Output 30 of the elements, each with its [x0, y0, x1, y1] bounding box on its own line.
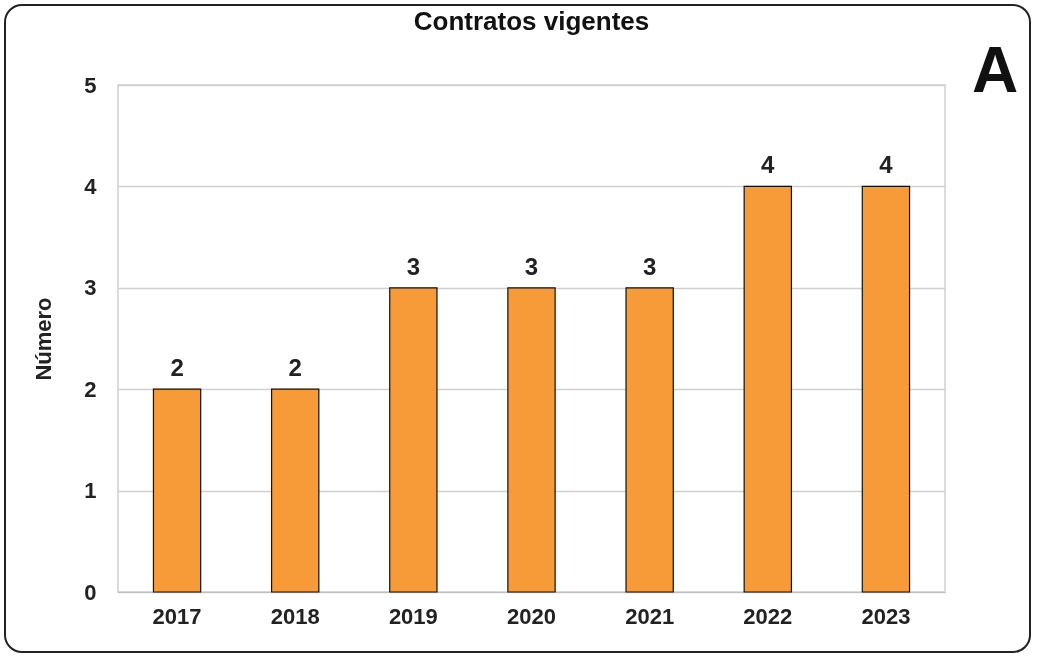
y-axis-title: Número [31, 297, 57, 381]
x-tick-label: 2017 [152, 603, 202, 629]
x-tick-label: 2022 [743, 603, 793, 629]
data-label: 2 [288, 354, 302, 382]
bar [861, 185, 911, 593]
bar [152, 388, 202, 593]
y-tick-label: 5 [84, 72, 97, 98]
bar [389, 287, 438, 593]
text: A [971, 34, 1019, 106]
x-tick-label: 2021 [625, 603, 675, 629]
x-tick-label: 2020 [507, 603, 556, 629]
bar [625, 287, 674, 593]
y-tick-label: 2 [84, 376, 97, 402]
x-tick-label: 2023 [861, 603, 911, 629]
data-label: 4 [761, 151, 776, 179]
data-label: 3 [406, 252, 421, 280]
bar [507, 287, 556, 593]
chart-title: Contratos vigentes [413, 6, 650, 36]
x-tick-label: 2018 [270, 603, 320, 629]
data-label: 3 [524, 252, 539, 280]
bar [743, 185, 793, 593]
y-tick-label: 4 [84, 173, 98, 199]
y-tick-label: 0 [84, 579, 97, 605]
x-tick-label: 2019 [388, 603, 438, 629]
bar [270, 388, 320, 593]
data-label: 3 [642, 252, 657, 280]
data-label: 2 [170, 354, 184, 382]
y-tick-label: 1 [84, 478, 97, 504]
data-label: 4 [879, 151, 894, 179]
y-tick-label: 3 [84, 275, 97, 301]
